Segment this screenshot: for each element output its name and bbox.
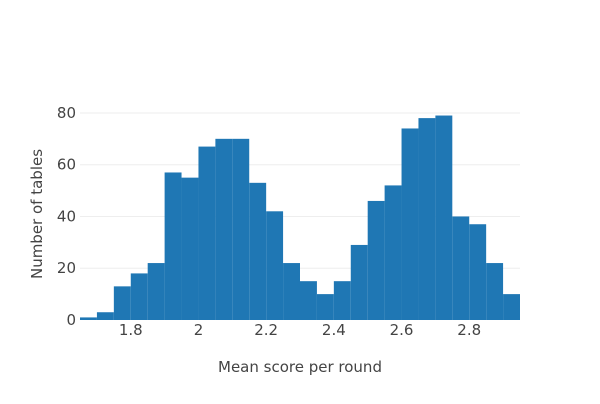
histogram-bar xyxy=(300,281,317,320)
x-axis-title: Mean score per round xyxy=(218,358,382,376)
histogram-bar xyxy=(266,211,284,320)
histogram-bar xyxy=(249,182,267,320)
x-tick-label: 2.2 xyxy=(254,321,278,339)
histogram-bar xyxy=(113,286,131,320)
histogram-bar xyxy=(147,263,165,320)
y-tick-label: 80 xyxy=(57,104,76,122)
y-tick-label: 0 xyxy=(66,311,76,329)
histogram-bar xyxy=(384,185,402,320)
y-tick-label: 40 xyxy=(57,207,76,225)
y-tick-label: 60 xyxy=(57,156,76,174)
histogram-bar xyxy=(96,312,114,320)
histogram-bar xyxy=(503,294,520,320)
histogram-bar xyxy=(283,263,300,320)
histogram-bar xyxy=(367,200,385,320)
x-tick-label: 2.8 xyxy=(457,321,481,339)
histogram-bar xyxy=(486,263,504,320)
x-tick-label: 2.4 xyxy=(322,321,346,339)
y-axis-title: Number of tables xyxy=(28,149,46,279)
y-tick-label: 20 xyxy=(57,259,76,277)
histogram-bar xyxy=(350,244,368,320)
histogram-bar xyxy=(181,177,199,320)
histogram-bar xyxy=(130,273,148,320)
histogram-bar xyxy=(333,281,351,320)
x-tick-label: 1.8 xyxy=(119,321,143,339)
histogram-bar xyxy=(80,317,97,320)
histogram-bar xyxy=(198,146,216,320)
histogram-bar xyxy=(469,224,487,320)
histogram-bar xyxy=(452,216,470,320)
histogram-bar xyxy=(435,115,453,320)
histogram-bar xyxy=(418,118,436,320)
x-tick-label: 2 xyxy=(194,321,204,339)
histogram-bar xyxy=(164,172,182,320)
histogram-bar xyxy=(401,128,419,320)
x-tick-label: 2.6 xyxy=(390,321,414,339)
histogram-bar xyxy=(215,138,233,320)
x-axis-ticks: 1.8 2 2.2 2.4 2.6 2.8 xyxy=(119,321,481,339)
histogram-bar xyxy=(316,294,334,320)
histogram-bars xyxy=(80,115,520,320)
y-axis-ticks: 0 20 40 60 80 xyxy=(57,104,76,329)
histogram-bar xyxy=(232,138,250,320)
